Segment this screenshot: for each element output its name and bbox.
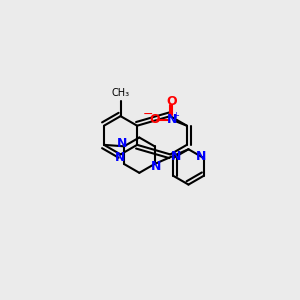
Text: O: O [167, 95, 177, 108]
Text: N: N [171, 150, 181, 163]
Text: N: N [116, 151, 126, 164]
Text: −: − [143, 108, 153, 121]
Text: CH₃: CH₃ [112, 88, 130, 98]
Text: O: O [149, 113, 160, 126]
Text: +: + [172, 111, 179, 120]
Text: N: N [151, 160, 161, 173]
Text: N: N [196, 150, 206, 163]
Text: N: N [167, 113, 177, 126]
Text: N: N [117, 137, 128, 150]
